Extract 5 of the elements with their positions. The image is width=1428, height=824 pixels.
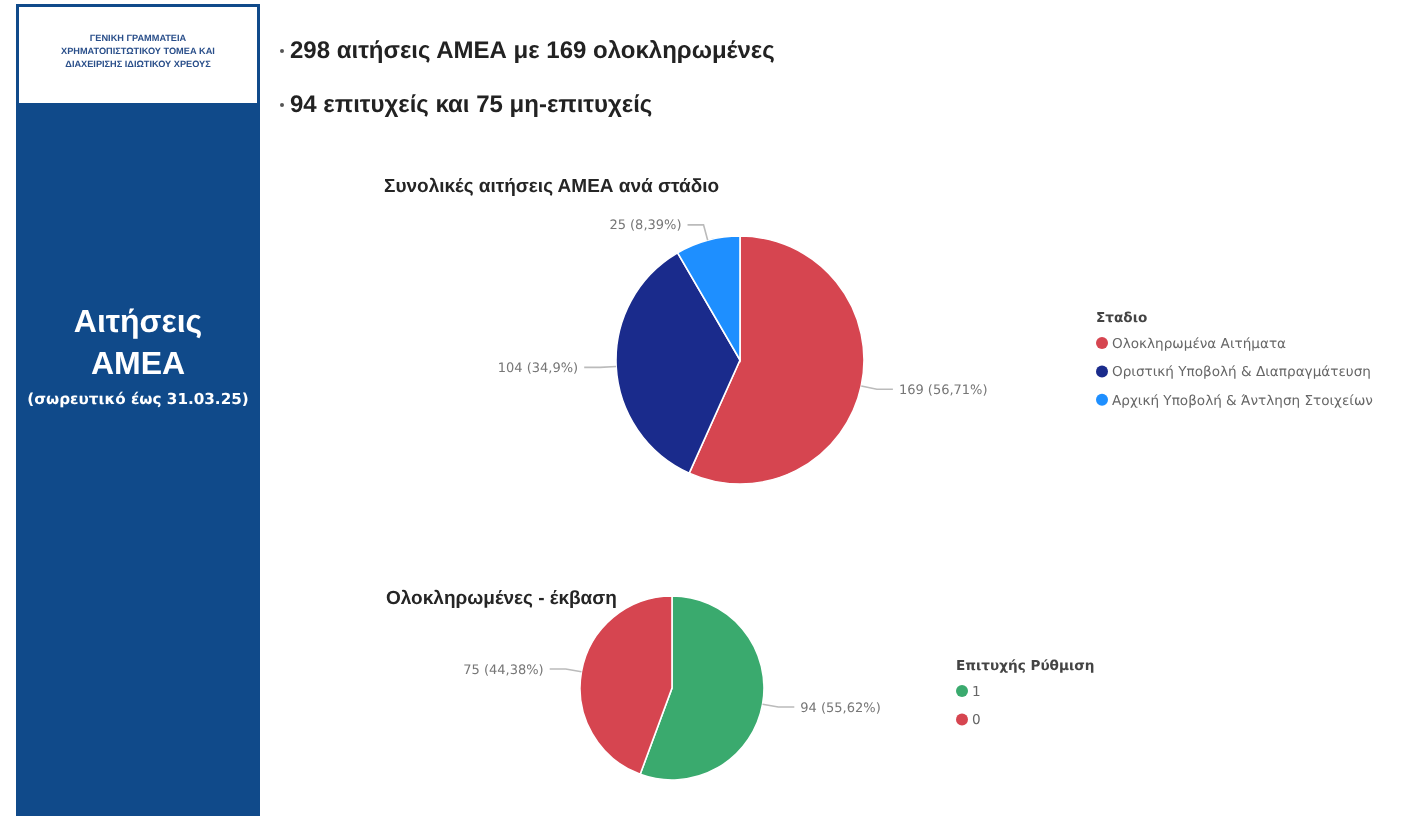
text: 298 αιτήσεις ΑΜΕΑ με 169 ολοκληρωμένες bbox=[290, 36, 775, 64]
chart-title: Ολοκληρωμένες - έκβαση bbox=[386, 588, 618, 610]
text: 94 επιτυχείς και 75 μη-επιτυχείς bbox=[290, 90, 653, 118]
text: Αιτήσεις ΑΜΕΑ bbox=[73, 306, 203, 382]
chart-title: Συνολικές αιτήσεις ΑΜΕΑ ανά στάδιο bbox=[384, 176, 720, 198]
